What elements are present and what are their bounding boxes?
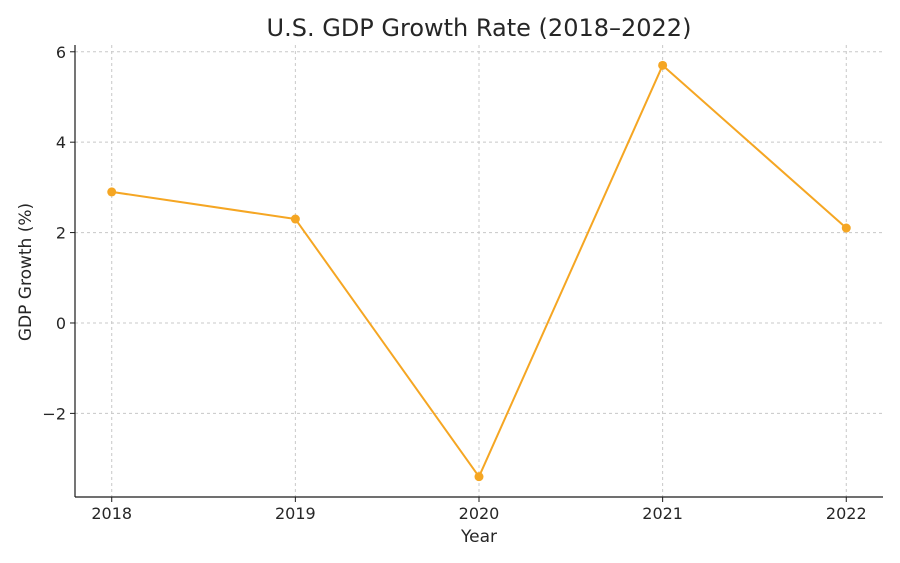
y-axis-label: GDP Growth (%)	[16, 203, 36, 341]
x-tick-label: 2021	[642, 504, 683, 523]
data-point	[290, 214, 300, 224]
data-point	[474, 472, 484, 482]
series-line	[110, 64, 848, 478]
y-tick-label: 4	[56, 133, 66, 152]
x-tick-label: 2022	[826, 504, 867, 523]
grid-lines	[75, 45, 883, 497]
x-axis-label: Year	[460, 527, 497, 547]
data-point	[107, 187, 117, 197]
y-tick-label: 0	[56, 314, 66, 333]
series-layer	[107, 60, 851, 482]
data-point	[658, 60, 668, 70]
x-tick-label: 2019	[275, 504, 316, 523]
y-tick-label: 6	[56, 43, 66, 62]
chart-title: U.S. GDP Growth Rate (2018–2022)	[267, 14, 692, 42]
data-point	[841, 223, 851, 233]
axes	[70, 45, 883, 502]
y-tick-label: −2	[42, 404, 66, 423]
x-tick-label: 2020	[459, 504, 500, 523]
tick-labels: 2018 2019 2020 2021 2022 −2 0 2 4 6	[42, 43, 866, 523]
y-tick-label: 2	[56, 224, 66, 243]
x-tick-label: 2018	[91, 504, 132, 523]
